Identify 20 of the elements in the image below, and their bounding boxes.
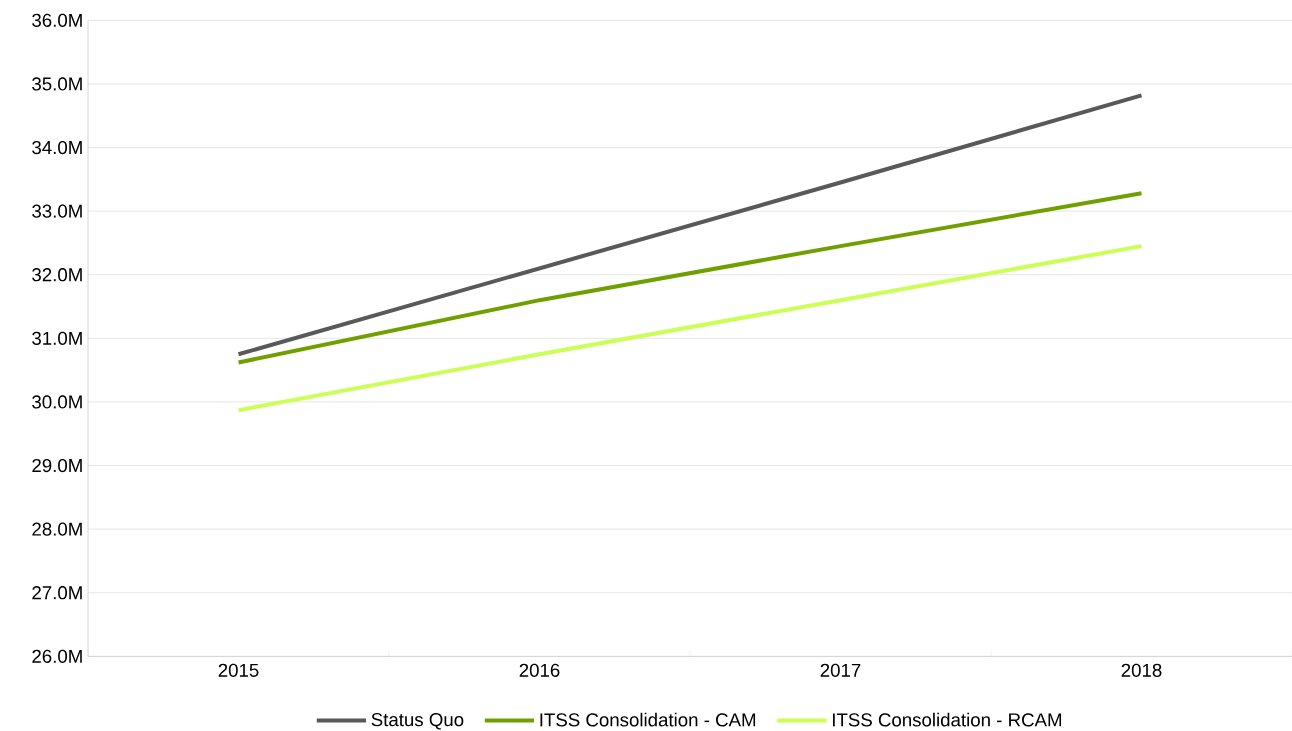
y-tick-label: 34.0M [32,140,82,155]
legend-label: ITSS Consolidation - RCAM [832,712,1062,727]
legend-label: Status Quo [371,713,464,730]
y-tick-label: 28.0M [32,522,82,536]
line-series [236,191,1144,365]
y-tick-label: 33.0M [32,204,82,218]
x-tick-label: 2018 [1121,663,1162,677]
y-tick-label: 35.0M [32,77,82,91]
x-tick-label: 2016 [519,663,560,677]
x-tick-label: 2017 [820,663,861,677]
y-tick-label: 31.0M [32,331,82,345]
x-tick-label: 2015 [218,663,259,677]
y-tick-label: 26.0M [32,649,82,663]
y-tick-label: 29.0M [32,458,82,473]
line-series [236,244,1144,413]
y-tick-label: 30.0M [32,395,82,409]
legend-label: ITSS Consolidation - CAM [540,712,756,727]
y-tick-label: 32.0M [32,268,82,282]
y-tick-label: 27.0M [32,586,82,600]
y-tick-label: 36.0M [32,13,82,27]
